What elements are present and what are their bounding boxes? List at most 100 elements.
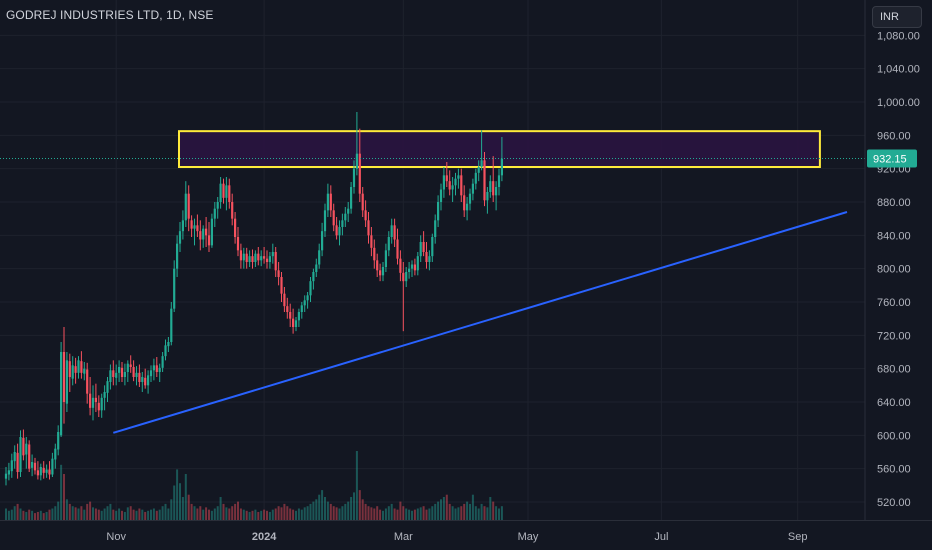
volume-bar <box>158 509 161 520</box>
volume-bar <box>31 510 34 520</box>
volume-bar <box>396 509 399 520</box>
candle-body <box>437 202 440 221</box>
volume-bar <box>150 509 152 520</box>
price-scale[interactable] <box>865 0 932 520</box>
candle-body <box>489 181 492 192</box>
candle-body <box>45 469 48 473</box>
volume-bar <box>422 506 425 520</box>
resistance-zone[interactable] <box>178 130 821 169</box>
candle-body <box>257 253 260 261</box>
volume-bar <box>434 503 437 520</box>
volume-bar <box>179 483 181 520</box>
candle-body <box>486 192 489 201</box>
volume-bar <box>384 508 387 520</box>
candle-body <box>338 227 341 236</box>
volume-bar <box>216 506 219 520</box>
volume-bar <box>25 511 28 520</box>
volume-bar <box>251 510 254 520</box>
volume-bar <box>190 503 193 520</box>
candle-body <box>155 365 158 372</box>
volume-bar <box>419 507 422 520</box>
volume-bar <box>274 508 277 520</box>
volume-bar <box>106 506 109 520</box>
volume-bar <box>399 501 402 520</box>
candle-body <box>141 377 144 382</box>
volume-bar <box>225 507 228 520</box>
y-tick-label: 600.00 <box>877 430 911 442</box>
last-price-label: 932.15 <box>867 149 917 168</box>
volume-bar <box>13 506 16 520</box>
candle-body <box>451 185 454 190</box>
x-tick-label: Nov <box>106 531 126 543</box>
volume-bar <box>123 511 126 520</box>
candle-body <box>405 272 408 282</box>
candle-body <box>492 181 495 196</box>
volume-bar <box>7 510 10 520</box>
volume-bar <box>234 503 237 520</box>
candle-body <box>370 235 373 248</box>
candle-body <box>292 318 295 327</box>
candle-body <box>393 225 396 240</box>
volume-bar <box>155 510 158 520</box>
volume-bar <box>257 511 260 520</box>
volume-bar <box>144 511 147 520</box>
volume-bar <box>205 507 208 520</box>
volume-bar <box>382 510 384 520</box>
candle-body <box>236 237 240 251</box>
volume-bar <box>199 506 202 520</box>
volume-bar <box>248 511 251 520</box>
volume-bar <box>393 508 396 520</box>
candle-body <box>425 252 428 262</box>
candle-body <box>300 305 303 312</box>
volume-bar <box>376 506 379 520</box>
candle-body <box>294 320 298 327</box>
candle-body <box>48 469 51 475</box>
candle-body <box>384 250 387 267</box>
candle-body <box>289 312 292 319</box>
candle-body <box>303 300 306 306</box>
candle-body <box>86 369 89 394</box>
candle-body <box>54 448 57 460</box>
volume-bars <box>5 451 503 520</box>
volume-bar <box>280 507 283 520</box>
volume-bar <box>184 474 187 520</box>
candle-body <box>164 345 167 357</box>
candle-body <box>57 432 60 450</box>
time-scale[interactable] <box>0 521 932 550</box>
volume-bar <box>22 510 25 520</box>
candle-body <box>71 365 74 379</box>
candle-body <box>422 242 425 252</box>
candle-body <box>7 470 10 475</box>
candle-body <box>65 360 68 404</box>
candle-body <box>120 367 124 377</box>
volume-bar <box>202 509 205 520</box>
volume-bar <box>19 508 22 520</box>
currency-button[interactable]: INR <box>872 6 922 28</box>
candle-body <box>428 256 431 262</box>
candle-body <box>347 208 350 214</box>
candle-body <box>367 220 370 236</box>
candle-body <box>118 367 121 373</box>
volume-bar <box>173 485 176 520</box>
candle-body <box>68 361 71 377</box>
candle-body <box>326 193 329 211</box>
volume-bar <box>208 509 210 520</box>
trendline[interactable] <box>113 211 848 434</box>
volume-bar <box>51 508 54 520</box>
candle-body <box>286 306 289 312</box>
volume-bar <box>477 508 480 520</box>
candle-body <box>161 356 164 368</box>
volume-bar <box>63 474 65 520</box>
candle-body <box>277 270 280 277</box>
candle-body <box>364 210 367 221</box>
candle-body <box>321 231 324 251</box>
candle-body <box>466 203 469 211</box>
y-tick-label: 640.00 <box>877 397 911 409</box>
volume-bar <box>100 510 103 520</box>
candle-body <box>280 277 283 294</box>
volume-bar <box>390 503 393 520</box>
candle-body <box>460 175 463 196</box>
volume-bar <box>297 508 300 520</box>
candle-body <box>350 187 353 209</box>
